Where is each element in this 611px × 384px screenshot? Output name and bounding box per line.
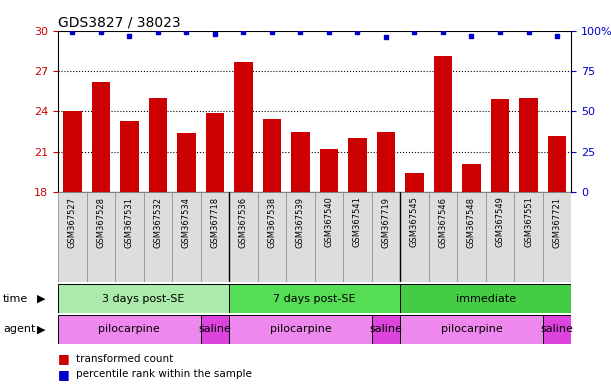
Text: pilocarpine: pilocarpine [441,324,502,334]
Text: GSM367531: GSM367531 [125,197,134,248]
Bar [457,192,486,282]
Text: GSM367527: GSM367527 [68,197,77,248]
Text: GSM367539: GSM367539 [296,197,305,248]
Text: GSM367541: GSM367541 [353,197,362,247]
Text: 7 days post-SE: 7 days post-SE [273,293,356,304]
Bar [405,173,424,192]
Bar [434,56,452,192]
Text: GSM367719: GSM367719 [381,197,390,248]
Text: pilocarpine: pilocarpine [98,324,160,334]
Bar [206,113,224,192]
Text: time: time [3,293,28,304]
Bar [400,315,543,344]
Text: GSM367721: GSM367721 [552,197,562,248]
Text: GSM367548: GSM367548 [467,197,476,248]
Bar [543,315,571,344]
Text: ■: ■ [58,353,70,366]
Text: GSM367545: GSM367545 [410,197,419,247]
Text: GSM367718: GSM367718 [210,197,219,248]
Text: GSM367546: GSM367546 [439,197,447,248]
Bar [486,192,514,282]
Bar [291,131,310,192]
Bar [87,192,115,282]
Bar [258,192,286,282]
Bar [491,99,510,192]
Bar [58,315,200,344]
Text: GSM367536: GSM367536 [239,197,248,248]
Bar [92,82,110,192]
Bar [514,192,543,282]
Bar [63,111,82,192]
Bar [200,315,229,344]
Bar [120,121,139,192]
Bar [177,133,196,192]
Bar [548,136,566,192]
Bar [519,98,538,192]
Text: GSM367551: GSM367551 [524,197,533,247]
Bar [463,164,481,192]
Text: agent: agent [3,324,35,334]
Bar [144,192,172,282]
Bar [115,192,144,282]
Text: percentile rank within the sample: percentile rank within the sample [76,369,252,379]
Text: transformed count: transformed count [76,354,174,364]
Bar [320,149,338,192]
Text: GSM367532: GSM367532 [153,197,163,248]
Text: saline: saline [541,324,574,334]
Bar [343,192,371,282]
Text: GSM367549: GSM367549 [496,197,505,247]
Bar [172,192,200,282]
Bar [371,192,400,282]
Text: GSM367538: GSM367538 [268,197,276,248]
Bar [400,284,571,313]
Text: pilocarpine: pilocarpine [269,324,331,334]
Text: saline: saline [199,324,232,334]
Bar [229,315,371,344]
Text: ■: ■ [58,368,70,381]
Bar [229,192,258,282]
Bar [315,192,343,282]
Bar [429,192,457,282]
Text: 3 days post-SE: 3 days post-SE [103,293,185,304]
Bar [348,138,367,192]
Bar [400,192,429,282]
Bar [229,284,400,313]
Bar [234,62,253,192]
Text: ▶: ▶ [37,293,46,304]
Bar [148,98,167,192]
Text: GDS3827 / 38023: GDS3827 / 38023 [58,15,181,29]
Bar [58,284,229,313]
Text: GSM367540: GSM367540 [324,197,334,247]
Bar [263,119,281,192]
Bar [371,315,400,344]
Text: GSM367534: GSM367534 [182,197,191,248]
Text: saline: saline [370,324,403,334]
Bar [58,192,87,282]
Bar [286,192,315,282]
Text: ▶: ▶ [37,324,46,334]
Bar [377,131,395,192]
Bar [543,192,571,282]
Text: GSM367528: GSM367528 [97,197,105,248]
Text: immediate: immediate [456,293,516,304]
Bar [200,192,229,282]
